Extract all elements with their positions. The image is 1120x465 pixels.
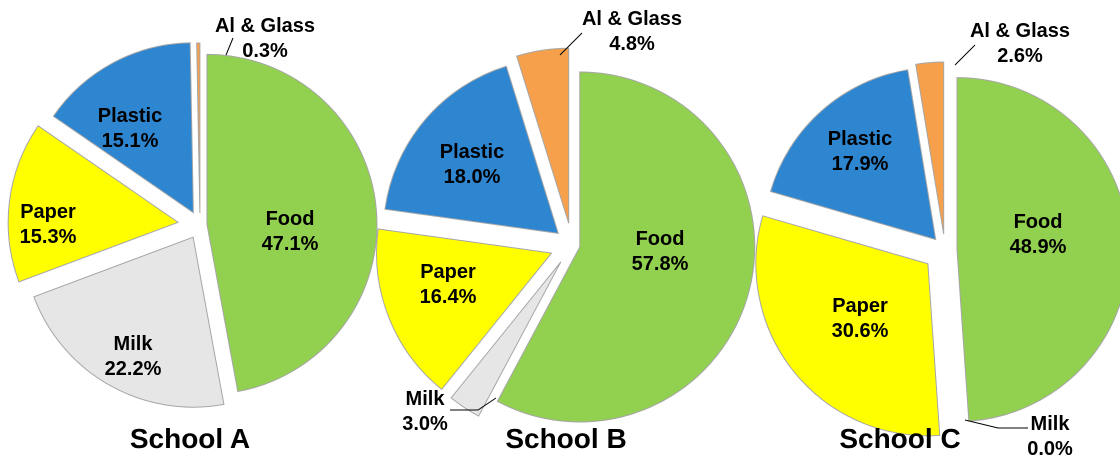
- pie-chart-school-a: Food 47.1% Milk 22.2% Paper 15.3% Plastic 15.1%…: [7, 15, 378, 454]
- leader-line-milk: [964, 419, 1028, 429]
- slice-food: [496, 71, 756, 423]
- slice-label-plastic: Plastic 17.9%: [828, 128, 892, 175]
- slice-label-food: Food 48.9%: [1010, 211, 1067, 258]
- slice-label-al-and-glass: Al & Glass 4.8%: [582, 8, 682, 55]
- slice-label-food: Food 47.1%: [262, 208, 319, 255]
- chart-title: School A: [130, 423, 250, 454]
- pie-chart-school-c: Food 48.9% Milk 0.0% Paper 30.6% Plastic 17.9% A…: [755, 20, 1120, 460]
- slice-paper: [755, 215, 941, 437]
- slice-milk: [450, 261, 562, 417]
- slice-al-and-glass: [516, 47, 570, 224]
- slice-label-plastic: Plastic 15.1%: [98, 105, 162, 152]
- slice-label-al-and-glass: Al & Glass 0.3%: [215, 15, 315, 62]
- leader-line-milk: [450, 397, 497, 411]
- leader-line-al-and-glass: [225, 37, 234, 56]
- slice-food: [956, 77, 1120, 422]
- slice-label-paper: Paper 15.3%: [20, 201, 77, 248]
- slice-food: [206, 53, 378, 393]
- chart-title: School B: [505, 423, 626, 454]
- chart-title: School C: [839, 423, 960, 454]
- slice-label-paper: Paper 30.6%: [832, 295, 889, 342]
- slice-al-and-glass: [196, 42, 201, 214]
- slice-plastic: [384, 65, 559, 234]
- slice-label-al-and-glass: Al & Glass 2.6%: [970, 20, 1070, 67]
- slice-paper: [7, 125, 180, 283]
- slice-label-milk: Milk 3.0%: [402, 388, 448, 435]
- slice-plastic: [769, 69, 937, 241]
- slice-paper: [376, 228, 553, 391]
- pie-chart-school-b: Food 57.8% Milk 3.0% Paper 16.4% Plastic 18.0% A…: [376, 8, 756, 454]
- slice-label-paper: Paper 16.4%: [420, 261, 477, 308]
- leader-line-al-and-glass: [559, 32, 583, 56]
- slice-plastic: [52, 42, 194, 214]
- slice-label-milk: Milk 0.0%: [1027, 413, 1073, 460]
- slice-milk: [33, 236, 225, 408]
- leader-line-al-and-glass: [954, 44, 976, 66]
- slice-label-milk: Milk 22.2%: [105, 333, 162, 380]
- slice-label-plastic: Plastic 18.0%: [440, 141, 504, 188]
- slice-al-and-glass: [915, 61, 945, 235]
- slice-label-food: Food 57.8%: [632, 228, 689, 275]
